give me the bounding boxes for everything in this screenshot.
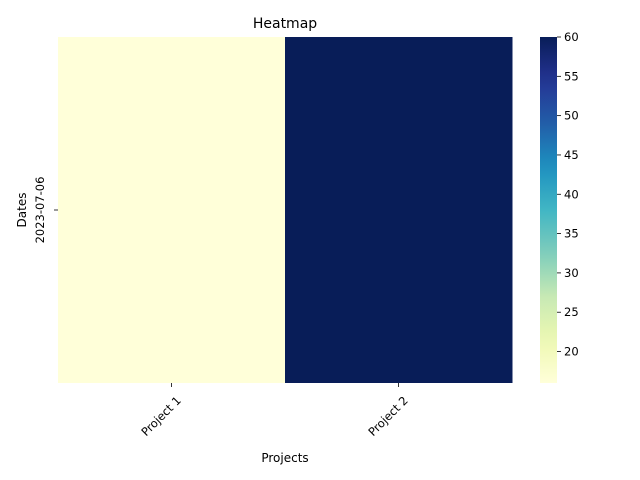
colorbar [540, 37, 557, 383]
x-axis-label: Projects [261, 451, 308, 465]
colorbar-tick-label: 60 [564, 30, 579, 44]
heatmap-cells [58, 37, 513, 383]
x-axis-ticks: Project 1 Project 2 [138, 383, 411, 439]
colorbar-tick-label: 35 [564, 227, 579, 241]
colorbar-tick-label: 55 [564, 69, 579, 83]
y-tick-label: 2023-07-06 [33, 177, 47, 244]
colorbar-tick-label: 30 [564, 266, 579, 280]
x-tick-label: Project 2 [365, 393, 410, 438]
colorbar-tick-label: 45 [564, 148, 579, 162]
colorbar-tick-label: 40 [564, 187, 579, 201]
colorbar-tick-label: 20 [564, 345, 579, 359]
x-tick-label: Project 1 [138, 393, 183, 438]
y-axis-label: Dates [15, 193, 29, 228]
colorbar-tick-label: 25 [564, 305, 579, 319]
chart-title: Heatmap [253, 16, 317, 32]
colorbar-tick-label: 50 [564, 109, 579, 123]
colorbar-ticks: 20 25 30 35 40 45 50 55 60 [557, 30, 579, 359]
heatmap-cell [285, 37, 513, 383]
y-axis-ticks: 2023-07-06 [33, 177, 58, 244]
heatmap-cell [58, 37, 286, 383]
